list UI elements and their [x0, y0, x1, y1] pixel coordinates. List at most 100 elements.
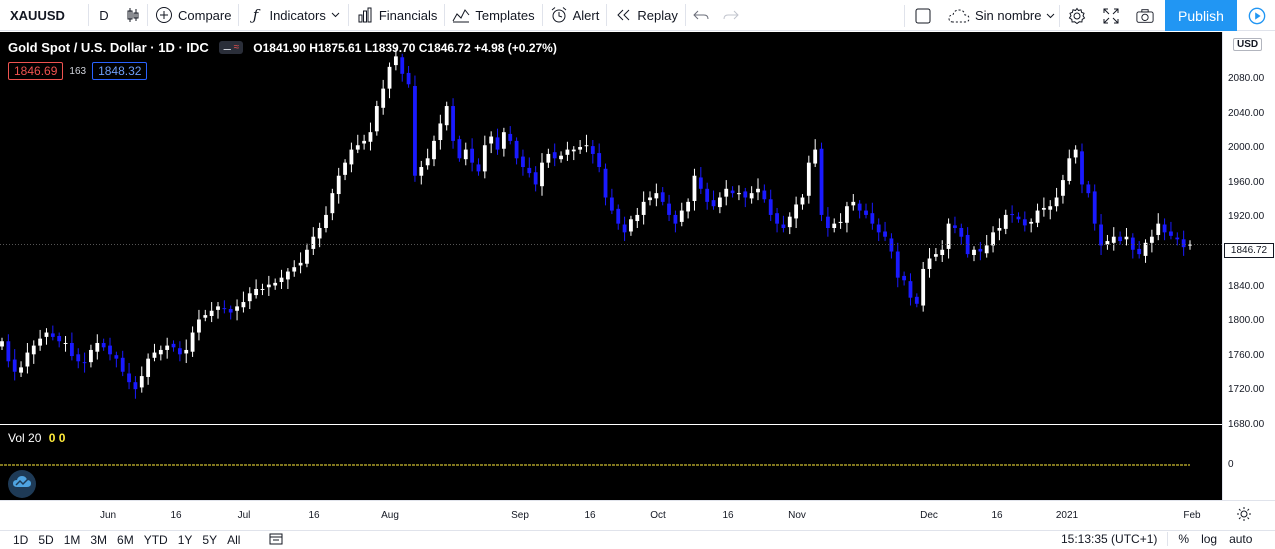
candle — [870, 202, 875, 230]
candle-body — [31, 345, 36, 355]
time-axis[interactable] — [0, 500, 1275, 530]
candle — [1124, 228, 1129, 246]
candle-body — [362, 140, 367, 144]
candle — [705, 182, 710, 210]
range-button[interactable]: 1Y — [177, 533, 193, 547]
axis-settings-button[interactable] — [1237, 507, 1251, 526]
candle-body — [247, 293, 252, 302]
candle — [965, 227, 970, 258]
candle — [495, 128, 500, 155]
candle-body — [1124, 236, 1129, 240]
expand-button[interactable] — [1094, 0, 1128, 31]
sell-price-button[interactable]: 1846.69 — [8, 62, 64, 80]
candle-body — [146, 358, 151, 377]
candle-body — [940, 249, 945, 256]
compare-button[interactable]: Compare — [148, 0, 238, 31]
tradingview-logo[interactable] — [8, 470, 36, 498]
candle-body — [1029, 221, 1034, 224]
candle — [825, 207, 830, 237]
publish-menu-button[interactable] — [1239, 0, 1275, 31]
volume-pane[interactable] — [0, 425, 1222, 500]
redo-button[interactable] — [716, 0, 746, 31]
date-range-button[interactable] — [269, 533, 283, 548]
range-button[interactable]: 1D — [13, 533, 29, 547]
candle — [908, 273, 913, 306]
candle-body — [762, 190, 767, 200]
candle — [209, 302, 214, 323]
fullscreen-toggle[interactable] — [905, 0, 941, 31]
candle — [6, 334, 11, 368]
symbol-search[interactable]: XAUUSD — [0, 0, 88, 31]
candle — [1137, 241, 1142, 259]
templates-button[interactable]: Templates — [445, 0, 541, 31]
candle-body — [482, 145, 487, 172]
range-button[interactable]: 5Y — [202, 533, 218, 547]
candle — [1061, 174, 1065, 204]
candle — [876, 218, 881, 242]
candle-body — [648, 197, 652, 201]
candle — [241, 291, 246, 313]
candle — [1054, 187, 1059, 212]
candle — [546, 148, 551, 168]
range-button[interactable]: 5D — [38, 533, 54, 547]
pane-divider[interactable] — [0, 424, 1275, 425]
publish-button[interactable]: Publish — [1165, 0, 1237, 31]
range-button[interactable]: 1M — [63, 533, 81, 547]
interval-label: D — [99, 7, 109, 23]
candle-body — [1010, 214, 1015, 216]
price-axis[interactable] — [1222, 32, 1275, 500]
price-tick-label: 2080.00 — [1228, 73, 1265, 84]
auto-toggle[interactable]: auto — [1229, 532, 1253, 546]
candle-body — [0, 341, 4, 347]
candle-body — [876, 224, 881, 233]
settings-button[interactable] — [1060, 0, 1094, 31]
candle-body — [419, 167, 424, 176]
candle — [108, 337, 112, 361]
candle — [1022, 211, 1027, 232]
chart-pane[interactable] — [0, 32, 1222, 424]
toolbar-separator — [444, 4, 446, 26]
price-tick-label: 1720.00 — [1228, 384, 1265, 396]
interval-button[interactable]: D — [89, 0, 119, 31]
visibility-toggle[interactable]: ⚊ ≈ — [218, 41, 244, 54]
range-button[interactable]: All — [227, 533, 241, 547]
candle — [603, 163, 608, 206]
candle-body — [1111, 236, 1116, 243]
range-button[interactable]: YTD — [143, 533, 168, 547]
candle-body — [44, 332, 49, 337]
log-toggle[interactable]: log — [1201, 532, 1218, 546]
candle — [895, 242, 900, 288]
toolbar-separator — [1059, 4, 1060, 27]
buy-price-button[interactable]: 1848.32 — [92, 62, 148, 80]
candle — [1169, 221, 1173, 240]
range-button[interactable]: 6M — [117, 533, 134, 547]
replay-button[interactable]: Replay — [607, 0, 684, 31]
candle-body — [1188, 244, 1192, 246]
candle-body — [578, 146, 583, 150]
candle — [800, 194, 805, 210]
candle — [1156, 213, 1161, 241]
candle — [864, 203, 868, 219]
candle — [489, 131, 494, 154]
snapshot-button[interactable] — [1128, 0, 1162, 31]
layout-name-button[interactable]: Sin nombre — [941, 0, 1059, 31]
indicators-button[interactable]: ƒ Indicators — [239, 0, 347, 31]
undo-button[interactable] — [686, 0, 716, 31]
candle — [743, 187, 748, 208]
candle-body — [495, 137, 500, 150]
clock-timezone[interactable]: 15:13:35 (UTC+1) — [1061, 532, 1158, 546]
financials-button[interactable]: Financials — [349, 0, 445, 31]
candles-icon — [125, 6, 141, 24]
range-button[interactable]: 3M — [90, 533, 108, 547]
toolbar-separator — [684, 4, 686, 26]
alert-button[interactable]: Alert — [543, 0, 607, 31]
candle-body — [425, 158, 430, 166]
price-tick-label: 2040.00 — [1228, 107, 1265, 119]
chart-style-button[interactable] — [119, 0, 147, 31]
candle — [413, 75, 417, 182]
price-tick-label: 1840.00 — [1228, 280, 1265, 292]
percent-toggle[interactable]: % — [1178, 532, 1190, 546]
candle — [222, 300, 227, 314]
candle-body — [571, 149, 576, 152]
currency-label[interactable]: USD — [1233, 38, 1263, 51]
